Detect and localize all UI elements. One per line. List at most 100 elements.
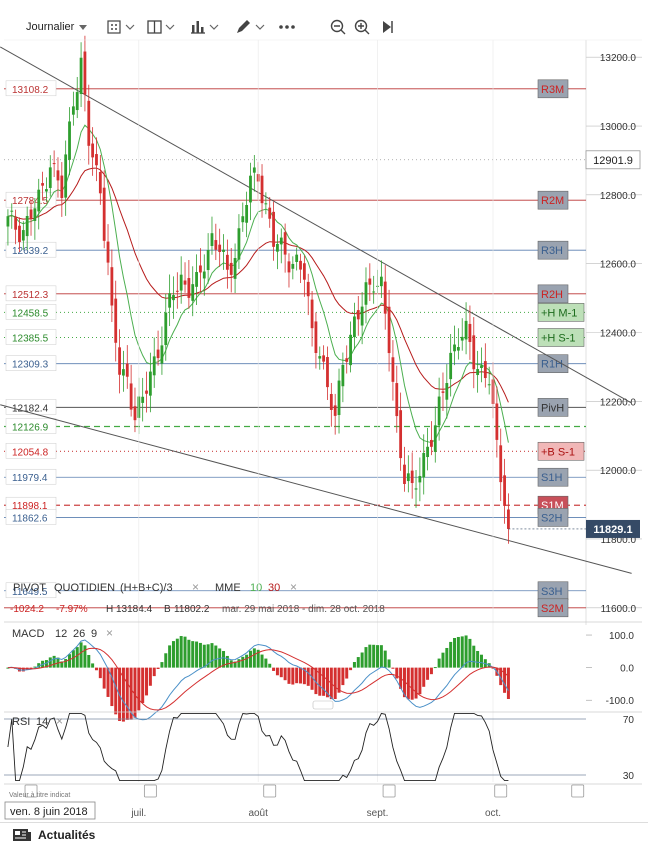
candle-body[interactable]	[37, 189, 41, 212]
candle-body[interactable]	[264, 203, 268, 205]
candle-body[interactable]	[395, 383, 399, 417]
candle-body[interactable]	[272, 211, 275, 247]
trendline[interactable]	[0, 46, 632, 404]
candle-body[interactable]	[25, 215, 29, 237]
candle-body[interactable]	[326, 357, 329, 388]
candle-body[interactable]	[353, 316, 356, 338]
trendline[interactable]	[0, 404, 632, 574]
candle-body[interactable]	[449, 352, 453, 380]
candle-body[interactable]	[156, 349, 160, 359]
candle-body[interactable]	[225, 254, 229, 270]
candle-body[interactable]	[364, 282, 368, 305]
level-tag-box[interactable]	[537, 441, 585, 461]
candle-body[interactable]	[172, 295, 175, 301]
candle-body[interactable]	[414, 488, 418, 490]
candle-body[interactable]	[237, 228, 241, 260]
level-tag[interactable]: S2H	[541, 512, 562, 524]
level-tag-box[interactable]	[537, 508, 569, 527]
candle-body[interactable]	[175, 290, 179, 292]
candle-body[interactable]	[45, 189, 48, 192]
level-tag-box[interactable]	[537, 398, 569, 417]
candle-body[interactable]	[341, 364, 345, 387]
candle-body[interactable]	[245, 204, 249, 223]
candle-body[interactable]	[260, 175, 264, 204]
event-calendar-icon[interactable]	[263, 784, 277, 798]
candle-body[interactable]	[356, 310, 360, 320]
candle-body[interactable]	[426, 446, 429, 458]
event-calendar-icon[interactable]	[24, 784, 38, 798]
level-tag[interactable]: PivH	[541, 402, 564, 414]
level-tag[interactable]: R2H	[541, 289, 563, 301]
candle-body[interactable]	[152, 356, 156, 376]
candle-body[interactable]	[60, 175, 64, 199]
level-tag-box[interactable]	[537, 240, 569, 260]
candle-body[interactable]	[52, 163, 56, 165]
candle-body[interactable]	[183, 280, 187, 285]
candle-body[interactable]	[141, 396, 145, 403]
candle-body[interactable]	[322, 355, 326, 362]
candle-body[interactable]	[318, 356, 322, 359]
candle-body[interactable]	[406, 473, 410, 482]
event-calendar-icon[interactable]	[571, 784, 585, 798]
date-badge-box[interactable]	[4, 801, 96, 820]
price-pane[interactable]: 11600.0 11800.0 12000.0 12200.0 12400.0 12600…	[0, 35, 642, 782]
candle-body[interactable]	[287, 261, 291, 273]
candle-body[interactable]	[410, 470, 414, 484]
candle-body[interactable]	[71, 106, 75, 115]
candle-body[interactable]	[437, 396, 441, 426]
candle-body[interactable]	[445, 383, 449, 400]
candle-body[interactable]	[187, 278, 191, 298]
event-calendar-icon[interactable]	[382, 784, 396, 798]
level-tag-box[interactable]	[537, 328, 585, 347]
candle-body[interactable]	[433, 425, 437, 452]
candle-body[interactable]	[79, 57, 83, 94]
candle-body[interactable]	[310, 299, 314, 329]
level-tag[interactable]: S1H	[541, 472, 562, 484]
candle-body[interactable]	[480, 365, 483, 368]
candle-body[interactable]	[56, 170, 60, 181]
candle-body[interactable]	[202, 271, 206, 279]
level-tag[interactable]: +H S-1	[541, 332, 576, 344]
candle-body[interactable]	[333, 405, 337, 416]
candle-body[interactable]	[299, 260, 302, 270]
candle-body[interactable]	[507, 509, 510, 529]
candle-body[interactable]	[168, 293, 172, 308]
candle-body[interactable]	[503, 475, 506, 506]
candle-body[interactable]	[179, 274, 183, 291]
candle-body[interactable]	[75, 92, 79, 111]
candle-body[interactable]	[268, 207, 272, 219]
pane-resize-handle[interactable]	[312, 700, 334, 710]
level-tag[interactable]: +B S-1	[541, 446, 575, 458]
candle-body[interactable]	[64, 154, 68, 198]
news-label[interactable]: Actualités	[38, 828, 96, 842]
level-tag-box[interactable]	[537, 284, 569, 304]
candle-body[interactable]	[18, 225, 21, 243]
candle-body[interactable]	[114, 298, 118, 343]
candle-body[interactable]	[206, 249, 210, 271]
candle-body[interactable]	[249, 175, 252, 203]
candle-body[interactable]	[399, 410, 403, 459]
candle-body[interactable]	[360, 306, 364, 326]
candle-body[interactable]	[210, 233, 214, 246]
candle-body[interactable]	[329, 393, 333, 410]
candle-body[interactable]	[21, 230, 25, 241]
candle-body[interactable]	[291, 263, 295, 269]
candle-body[interactable]	[199, 265, 202, 273]
candle-body[interactable]	[279, 237, 283, 245]
candle-body[interactable]	[349, 334, 352, 366]
zoom-out-button[interactable]	[328, 16, 350, 38]
close-icon[interactable]: ×	[290, 580, 297, 594]
candle-body[interactable]	[41, 183, 44, 186]
level-tag[interactable]: +H M-1	[541, 307, 577, 319]
level-tag[interactable]: S3H	[541, 586, 562, 598]
candle-body[interactable]	[33, 208, 37, 221]
level-tag-box[interactable]	[537, 598, 569, 618]
candle-body[interactable]	[102, 187, 106, 241]
close-icon[interactable]: ×	[56, 714, 63, 728]
candle-body[interactable]	[422, 452, 426, 478]
rsi-pane[interactable]: 70 30 RSI 14 × juil. août sept. oct. Valeur à tit…	[4, 711, 642, 820]
period-selector[interactable]: Journalier	[26, 14, 88, 40]
candle-body[interactable]	[6, 216, 10, 227]
candle-body[interactable]	[295, 254, 299, 262]
candle-body[interactable]	[48, 167, 52, 188]
